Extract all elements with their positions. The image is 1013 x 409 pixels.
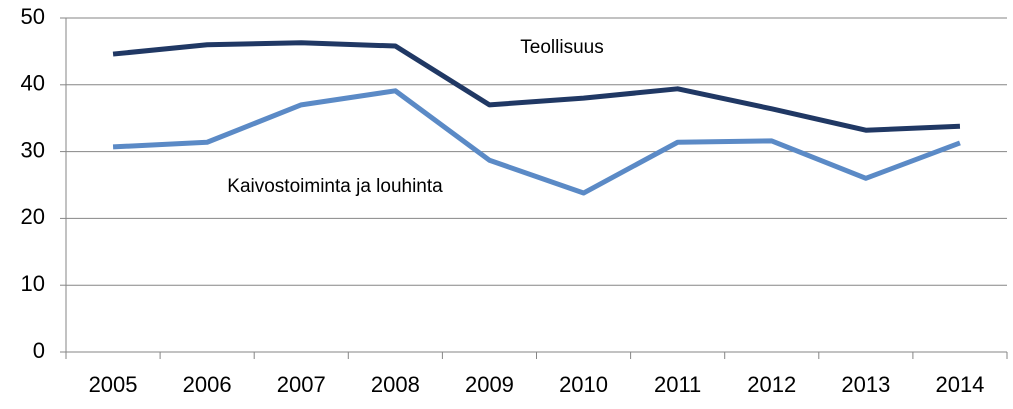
y-tick-label: 0 <box>33 338 45 363</box>
series-label: Kaivostoiminta ja louhinta <box>227 176 443 197</box>
x-tick-label: 2006 <box>183 372 232 397</box>
x-tick-label: 2009 <box>465 372 514 397</box>
x-tick-label: 2011 <box>654 372 701 397</box>
y-tick-label: 50 <box>21 4 45 29</box>
series-line <box>112 88 961 196</box>
series-line <box>112 40 961 133</box>
y-tick-label: 30 <box>21 137 45 162</box>
x-tick-label: 2014 <box>935 372 984 397</box>
y-tick-label: 10 <box>21 271 45 296</box>
x-tick-label: 2013 <box>841 372 890 397</box>
x-tick-label: 2008 <box>371 372 420 397</box>
x-tick-label: 2010 <box>559 372 608 397</box>
x-tick-label: 2007 <box>277 372 326 397</box>
x-tick-label: 2012 <box>747 372 796 397</box>
series-label: Teollisuus <box>520 37 603 58</box>
y-tick-label: 40 <box>21 71 45 96</box>
y-tick-label: 20 <box>21 204 45 229</box>
x-tick-label: 2005 <box>89 372 138 397</box>
